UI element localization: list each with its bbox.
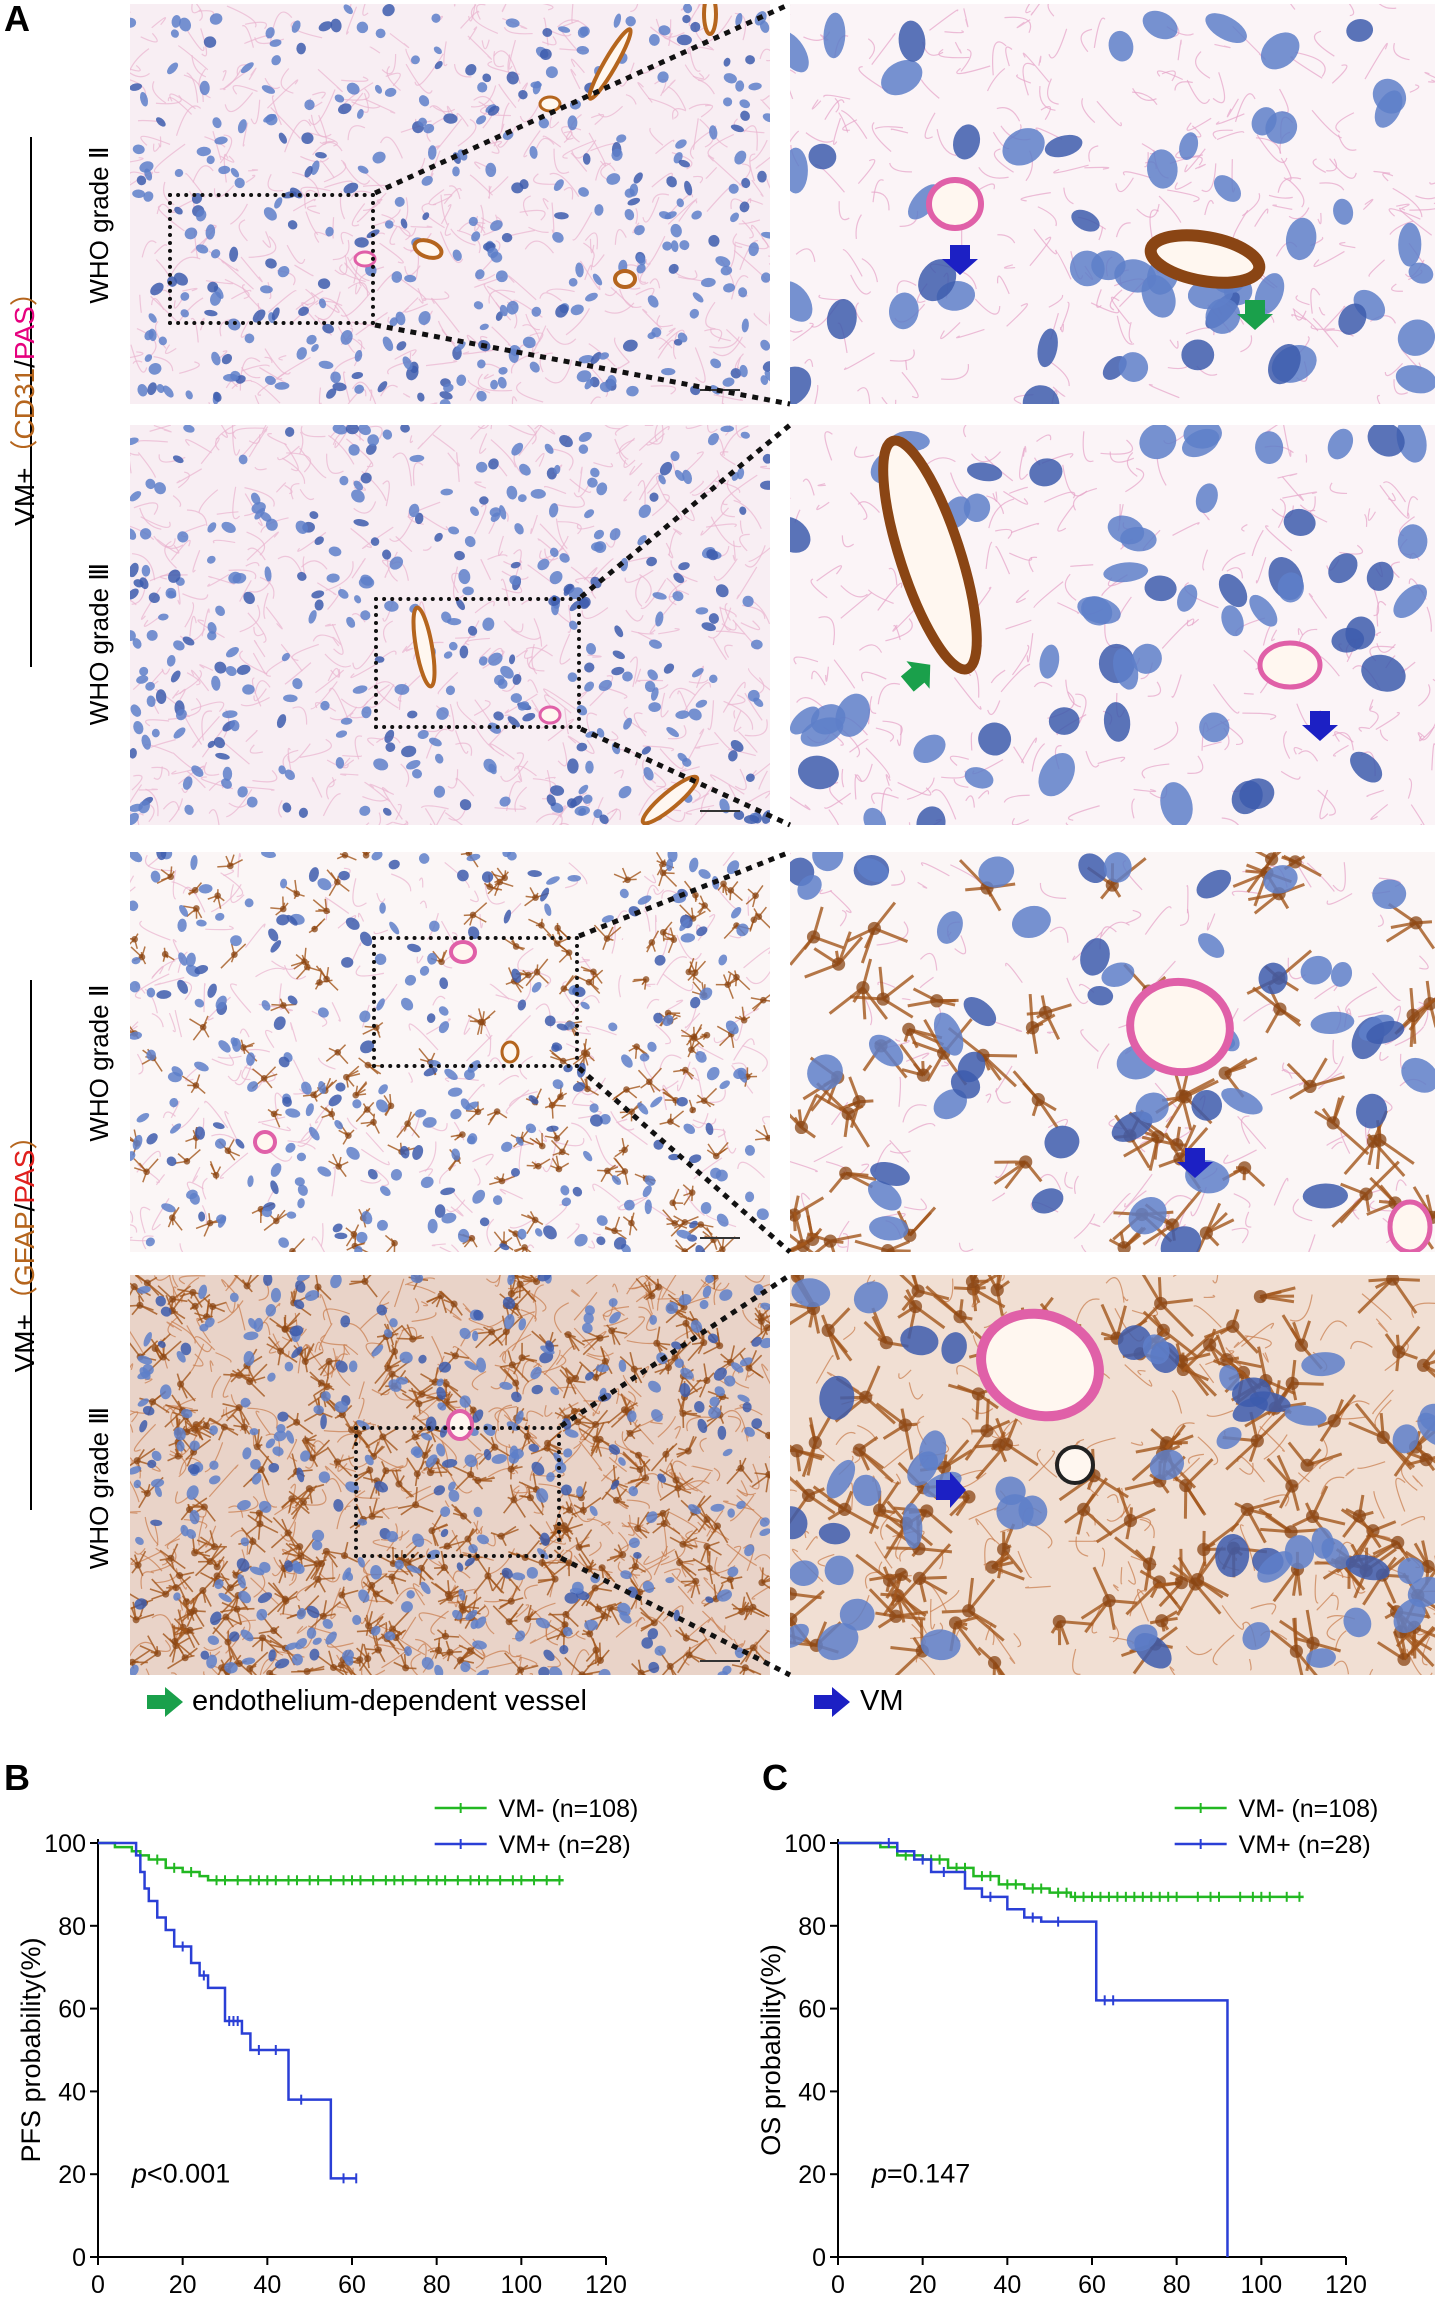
row-label-4: WHO grade Ⅲ (84, 1406, 114, 1570)
row-label-2: WHO grade Ⅲ (84, 562, 114, 726)
series-line-vm-pos (838, 1841, 1229, 2257)
group2-label: VM+（GFAP/PAS） (9, 1121, 40, 1373)
p-value-annotation: p<0.001 (131, 2158, 230, 2188)
x-tick-label: 40 (253, 2271, 281, 2299)
x-tick-label: 120 (1325, 2271, 1367, 2299)
zoom-box-1 (168, 193, 375, 325)
y-tick-label: 80 (58, 1913, 86, 1941)
series-line-vm-neg (98, 1841, 564, 1882)
green-arrow-icon (147, 1687, 183, 1717)
blue-arrow-icon (814, 1687, 850, 1717)
zoom-box-3 (372, 936, 579, 1068)
legend-endothelium-label: endothelium-dependent vessel (192, 1685, 587, 1717)
group2-divider-line (30, 980, 32, 1510)
panel-c-letter: C (762, 1757, 788, 1798)
y-axis-label: PFS probability(%) (16, 1937, 46, 2162)
micrograph-cd31-grade3-zoom (790, 425, 1435, 825)
row-label-3: WHO grade Ⅱ (84, 984, 114, 1142)
y-tick-label: 60 (798, 1996, 826, 2024)
series-line-vm-pos (98, 1841, 357, 2180)
y-tick-label: 100 (44, 1830, 86, 1858)
x-tick-label: 80 (1163, 2271, 1191, 2299)
panel-a-letter: A (4, 0, 30, 39)
micrograph-gfap-grade3-zoom (790, 1275, 1435, 1675)
group1-divider-line (30, 137, 32, 667)
row-label-1: WHO grade Ⅱ (84, 146, 114, 304)
y-tick-label: 40 (798, 2078, 826, 2106)
x-tick-label: 20 (909, 2271, 937, 2299)
panel-b-letter: B (4, 1757, 30, 1798)
pfs-survival-chart: 020406080100020406080100120Time after su… (16, 1795, 639, 2299)
y-tick-label: 20 (798, 2161, 826, 2189)
y-tick-label: 20 (58, 2161, 86, 2189)
legend-series-label: VM+ (n=28) (1239, 1831, 1371, 1859)
x-tick-label: 0 (831, 2271, 845, 2299)
y-tick-label: 60 (58, 1996, 86, 2024)
micrograph-cd31-grade2-zoom (790, 4, 1435, 404)
micrograph-gfap-grade2-zoom (790, 852, 1435, 1252)
zoom-box-2 (374, 597, 581, 729)
y-tick-label: 40 (58, 2078, 86, 2106)
y-tick-label: 100 (784, 1830, 826, 1858)
x-tick-label: 100 (500, 2271, 542, 2299)
x-tick-label: 40 (993, 2271, 1021, 2299)
x-tick-label: 80 (423, 2271, 451, 2299)
legend-vm-label: VM (860, 1685, 904, 1717)
y-tick-label: 0 (72, 2244, 86, 2272)
legend-series-label: VM+ (n=28) (499, 1831, 631, 1859)
x-tick-label: 120 (585, 2271, 627, 2299)
group1-label: VM+（CD31/PAS） (9, 278, 40, 526)
x-tick-label: 20 (169, 2271, 197, 2299)
y-tick-label: 0 (812, 2244, 826, 2272)
p-value-annotation: p=0.147 (871, 2158, 970, 2188)
x-tick-label: 60 (338, 2271, 366, 2299)
zoom-box-4 (354, 1426, 561, 1558)
x-tick-label: 100 (1240, 2271, 1282, 2299)
x-tick-label: 0 (91, 2271, 105, 2299)
os-survival-chart: 020406080100020406080100120Time after su… (756, 1795, 1379, 2299)
x-tick-label: 60 (1078, 2271, 1106, 2299)
y-axis-label: OS probability(%) (756, 1944, 786, 2156)
legend-series-label: VM- (n=108) (499, 1795, 639, 1823)
y-tick-label: 80 (798, 1913, 826, 1941)
legend-series-label: VM- (n=108) (1239, 1795, 1379, 1823)
